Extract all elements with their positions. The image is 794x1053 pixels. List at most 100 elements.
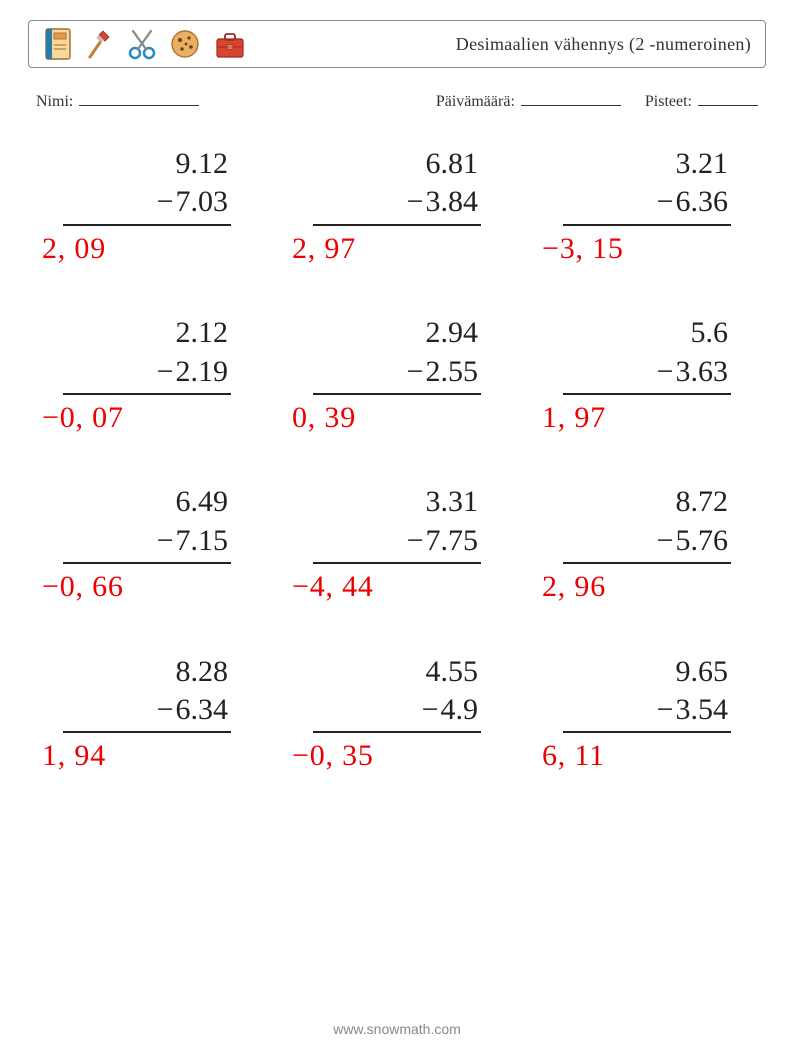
problem-bottom: −4.9 <box>316 691 478 729</box>
score-label: Pisteet: <box>645 93 692 111</box>
problem-bottom: −7.03 <box>66 183 228 221</box>
problem: 2.94−2.55 0, 39 <box>282 314 512 437</box>
problem-bottom: −7.75 <box>316 522 478 560</box>
top-bar: Desimaalien vähennys (2 -numeroinen) <box>28 20 766 68</box>
problem: 4.55−4.9 −0, 35 <box>282 653 512 776</box>
problem: 5.6−3.63 1, 97 <box>532 314 762 437</box>
problem: 3.31−7.75 −4, 44 <box>282 483 512 606</box>
problem-top: 5.6 <box>566 314 728 352</box>
subtrahend: 7.15 <box>176 524 229 557</box>
rule-line <box>63 562 231 564</box>
operator: − <box>157 355 174 388</box>
problem-bottom: −6.34 <box>66 691 228 729</box>
problem: 8.28−6.34 1, 94 <box>32 653 262 776</box>
rule-line <box>563 731 731 733</box>
problem-bottom: −7.15 <box>66 522 228 560</box>
briefcase-icon <box>213 27 247 61</box>
rule-line <box>313 393 481 395</box>
subtrahend: 6.34 <box>176 693 229 726</box>
problem-bottom: −3.63 <box>566 353 728 391</box>
score-blank[interactable] <box>698 92 758 106</box>
operator: − <box>657 693 674 726</box>
subtrahend: 3.63 <box>676 355 729 388</box>
subtrahend: 5.76 <box>676 524 729 557</box>
problem-top: 2.12 <box>66 314 228 352</box>
problem-answer: 1, 97 <box>542 399 762 437</box>
operator: − <box>407 355 424 388</box>
problem-bottom: −6.36 <box>566 183 728 221</box>
problem: 6.81−3.84 2, 97 <box>282 145 512 268</box>
problem-top: 9.12 <box>66 145 228 183</box>
operator: − <box>157 185 174 218</box>
problem-bottom: −2.19 <box>66 353 228 391</box>
operator: − <box>657 355 674 388</box>
cookie-icon <box>169 27 201 61</box>
problem: 9.12−7.03 2, 09 <box>32 145 262 268</box>
name-label: Nimi: <box>36 93 73 111</box>
operator: − <box>407 185 424 218</box>
problems-grid: 9.12−7.032, 096.81−3.842, 973.21−6.36−3,… <box>28 145 766 776</box>
rule-line <box>313 562 481 564</box>
problem-bottom: −3.84 <box>316 183 478 221</box>
operator: − <box>657 185 674 218</box>
scissors-icon <box>127 27 157 61</box>
problem-answer: 1, 94 <box>42 737 262 775</box>
problem-top: 6.49 <box>66 483 228 521</box>
book-icon <box>43 27 73 61</box>
brush-icon <box>85 27 115 61</box>
problem-top: 3.31 <box>316 483 478 521</box>
problem-answer: −4, 44 <box>292 568 512 606</box>
problem-answer: 6, 11 <box>542 737 762 775</box>
operator: − <box>407 524 424 557</box>
subtrahend: 7.75 <box>426 524 479 557</box>
problem: 8.72−5.76 2, 96 <box>532 483 762 606</box>
problem-bottom: −2.55 <box>316 353 478 391</box>
problem: 6.49−7.15 −0, 66 <box>32 483 262 606</box>
operator: − <box>157 693 174 726</box>
icon-row <box>43 27 247 61</box>
problem-top: 2.94 <box>316 314 478 352</box>
problem-top: 3.21 <box>566 145 728 183</box>
rule-line <box>563 393 731 395</box>
problem-top: 6.81 <box>316 145 478 183</box>
problem-answer: 2, 96 <box>542 568 762 606</box>
problem-top: 9.65 <box>566 653 728 691</box>
rule-line <box>63 731 231 733</box>
worksheet-page: Desimaalien vähennys (2 -numeroinen) Nim… <box>0 0 794 776</box>
problem-bottom: −5.76 <box>566 522 728 560</box>
date-blank[interactable] <box>521 92 621 106</box>
date-label: Päivämäärä: <box>436 93 515 111</box>
operator: − <box>157 524 174 557</box>
subtrahend: 6.36 <box>676 185 729 218</box>
name-blank[interactable] <box>79 92 199 106</box>
subtrahend: 3.84 <box>426 185 479 218</box>
rule-line <box>63 224 231 226</box>
subtrahend: 7.03 <box>176 185 229 218</box>
problem-answer: 0, 39 <box>292 399 512 437</box>
problem-answer: −0, 07 <box>42 399 262 437</box>
problem-bottom: −3.54 <box>566 691 728 729</box>
problem-answer: 2, 09 <box>42 230 262 268</box>
problem-top: 4.55 <box>316 653 478 691</box>
problem: 3.21−6.36 −3, 15 <box>532 145 762 268</box>
footer-url: www.snowmath.com <box>0 1021 794 1037</box>
subtrahend: 3.54 <box>676 693 729 726</box>
rule-line <box>313 731 481 733</box>
rule-line <box>313 224 481 226</box>
rule-line <box>63 393 231 395</box>
problem-answer: −0, 35 <box>292 737 512 775</box>
meta-row: Nimi: Päivämäärä: Pisteet: <box>28 92 766 111</box>
subtrahend: 2.55 <box>426 355 479 388</box>
problem-top: 8.28 <box>66 653 228 691</box>
subtrahend: 2.19 <box>176 355 229 388</box>
problem: 9.65−3.54 6, 11 <box>532 653 762 776</box>
problem-answer: −3, 15 <box>542 230 762 268</box>
rule-line <box>563 224 731 226</box>
rule-line <box>563 562 731 564</box>
problem-answer: −0, 66 <box>42 568 262 606</box>
problem-top: 8.72 <box>566 483 728 521</box>
operator: − <box>657 524 674 557</box>
problem-answer: 2, 97 <box>292 230 512 268</box>
subtrahend: 4.9 <box>441 693 479 726</box>
problem: 2.12−2.19 −0, 07 <box>32 314 262 437</box>
